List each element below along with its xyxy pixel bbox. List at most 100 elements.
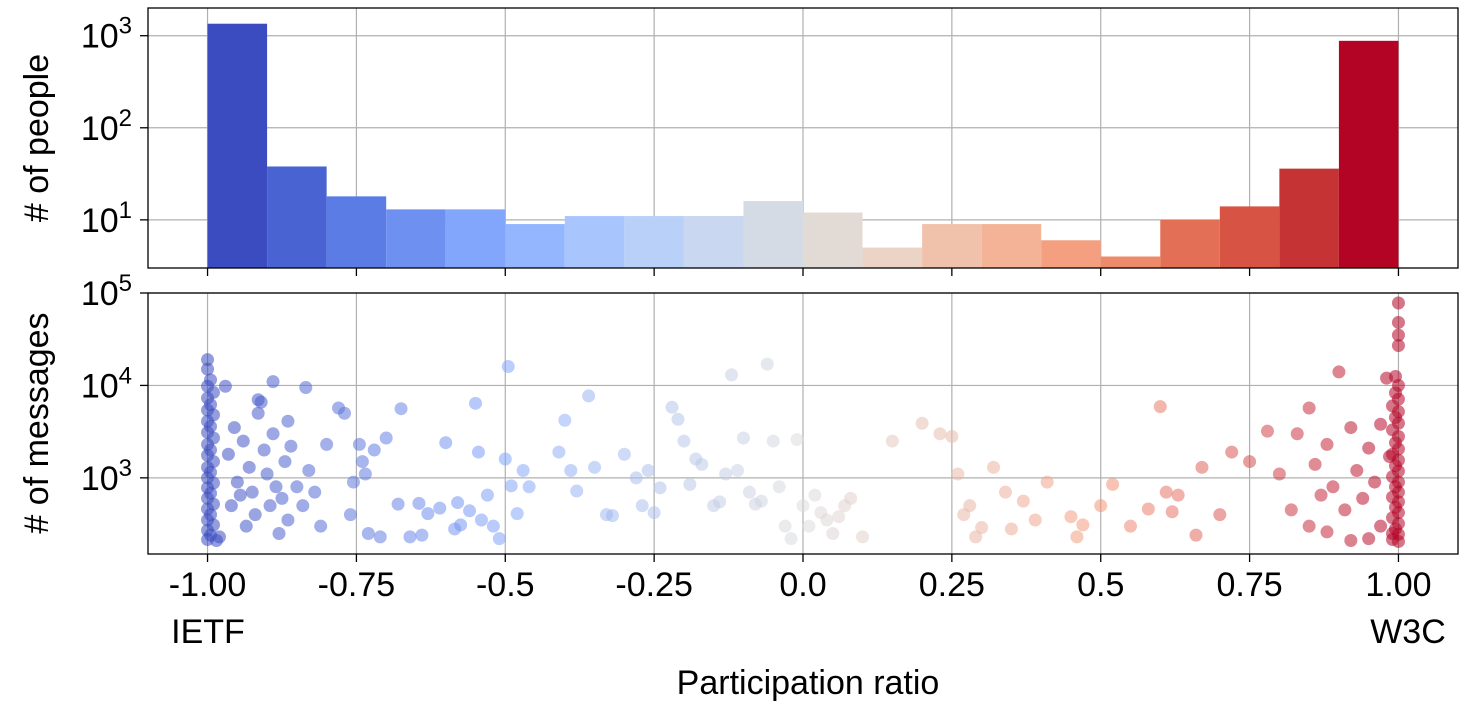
scatter-point [373, 530, 387, 544]
scatter-point [1064, 510, 1078, 524]
scatter-point [1243, 455, 1257, 469]
scatter-point [1016, 494, 1030, 508]
scatter-point [239, 519, 253, 533]
histogram-bar [1219, 206, 1280, 268]
histogram-x-tick-marks [206, 268, 1400, 276]
scatter-point [790, 432, 804, 446]
y-tick-label: 103 [81, 13, 132, 56]
histogram-bar [326, 196, 387, 268]
scatter-point [1374, 519, 1388, 533]
scatter-point [361, 526, 375, 540]
scatter-point [242, 460, 256, 474]
histogram-bar [683, 216, 744, 268]
scatter-point [415, 528, 429, 542]
histogram-bar [1100, 256, 1161, 268]
scatter-point [471, 445, 485, 459]
scatter-point [1165, 505, 1179, 519]
x-axis-label: Participation ratio [677, 664, 940, 702]
histogram-bar [1338, 40, 1399, 269]
scatter-point [564, 464, 578, 478]
scatter-point [501, 360, 515, 374]
scatter-point [933, 427, 947, 441]
histogram-bar [1279, 168, 1339, 268]
scatter-point [1308, 457, 1322, 471]
scatter-point [227, 421, 241, 435]
x-tick-label: -0.75 [318, 566, 396, 604]
scatter-point [736, 431, 750, 445]
x-tick-label: 0.75 [1216, 566, 1282, 604]
scatter-point [454, 518, 468, 532]
histogram-bar [207, 23, 268, 268]
scatter-point [641, 464, 655, 478]
x-axis-ticks: -1.00 -0.75 -0.5 -0.25 0.0 0.25 0.5 0.75 1.00 [169, 554, 1432, 604]
scatter-point [1213, 508, 1227, 522]
scatter-point [1272, 467, 1286, 481]
histogram-bar [1160, 219, 1220, 268]
scatter-point [1124, 519, 1137, 533]
x-right-end-label: W3C [1370, 613, 1446, 651]
scatter-point [725, 368, 739, 382]
scatter-point [1391, 296, 1405, 310]
scatter-point [1338, 503, 1352, 517]
x-left-end-label: IETF [171, 613, 245, 651]
scatter-points [201, 296, 1405, 548]
scatter-point [218, 379, 232, 393]
x-tick-label: 0.5 [1077, 566, 1124, 604]
scatter-point [1195, 460, 1209, 474]
histogram-bar [445, 209, 506, 268]
x-tick-label: 0.0 [779, 566, 826, 604]
histogram-bar [386, 209, 446, 268]
scatter-point [856, 530, 870, 544]
scatter-point [391, 497, 405, 511]
scatter-point [647, 506, 661, 520]
scatter-point [635, 499, 649, 513]
scatter-point [269, 480, 283, 494]
scatter-point [1225, 445, 1239, 459]
scatter-point [251, 406, 265, 420]
scatter-point [1004, 522, 1018, 536]
scatter-point [766, 434, 780, 448]
histogram-y-ticks: 101 102 103 [81, 13, 148, 240]
scatter-point [338, 406, 351, 420]
scatter-point [522, 480, 536, 494]
scatter-point [552, 445, 566, 459]
scatter-point [945, 430, 959, 444]
x-tick-label: 0.25 [919, 566, 985, 604]
scatter-point [677, 434, 691, 448]
scatter-point [1320, 525, 1334, 539]
y-tick-label: 103 [81, 455, 132, 498]
scatter-point [290, 480, 304, 494]
scatter-point [998, 485, 1012, 499]
scatter-point [1290, 427, 1304, 441]
scatter-point [272, 526, 286, 540]
scatter-point [1028, 513, 1042, 527]
scatter-point [421, 507, 435, 521]
scatter-point [469, 396, 482, 410]
scatter-point [1391, 339, 1405, 353]
scatter-point [671, 412, 685, 426]
histogram-bar [743, 201, 803, 268]
scatter-point [320, 437, 334, 451]
scatter-point [1362, 441, 1376, 455]
scatter-point [784, 532, 798, 546]
y-tick-label: 104 [81, 362, 132, 405]
scatter-point [486, 519, 500, 533]
scatter-point [963, 499, 977, 513]
scatter-point [492, 532, 506, 546]
scatter-point [629, 471, 643, 485]
scatter-point [1159, 485, 1173, 499]
scatter-point [915, 416, 929, 430]
scatter-point [1362, 532, 1376, 546]
scatter-point [439, 436, 453, 450]
scatter-point [742, 485, 756, 499]
scatter-point [808, 488, 822, 502]
scatter-y-axis-label: # of messages [18, 312, 56, 533]
scatter-point [358, 467, 372, 481]
scatter-point [281, 513, 295, 527]
scatter-point [1391, 328, 1405, 342]
scatter-point [379, 431, 393, 445]
scatter-point [605, 509, 619, 523]
scatter-point [266, 375, 280, 389]
scatter-point [832, 510, 846, 524]
scatter-point [284, 439, 298, 453]
